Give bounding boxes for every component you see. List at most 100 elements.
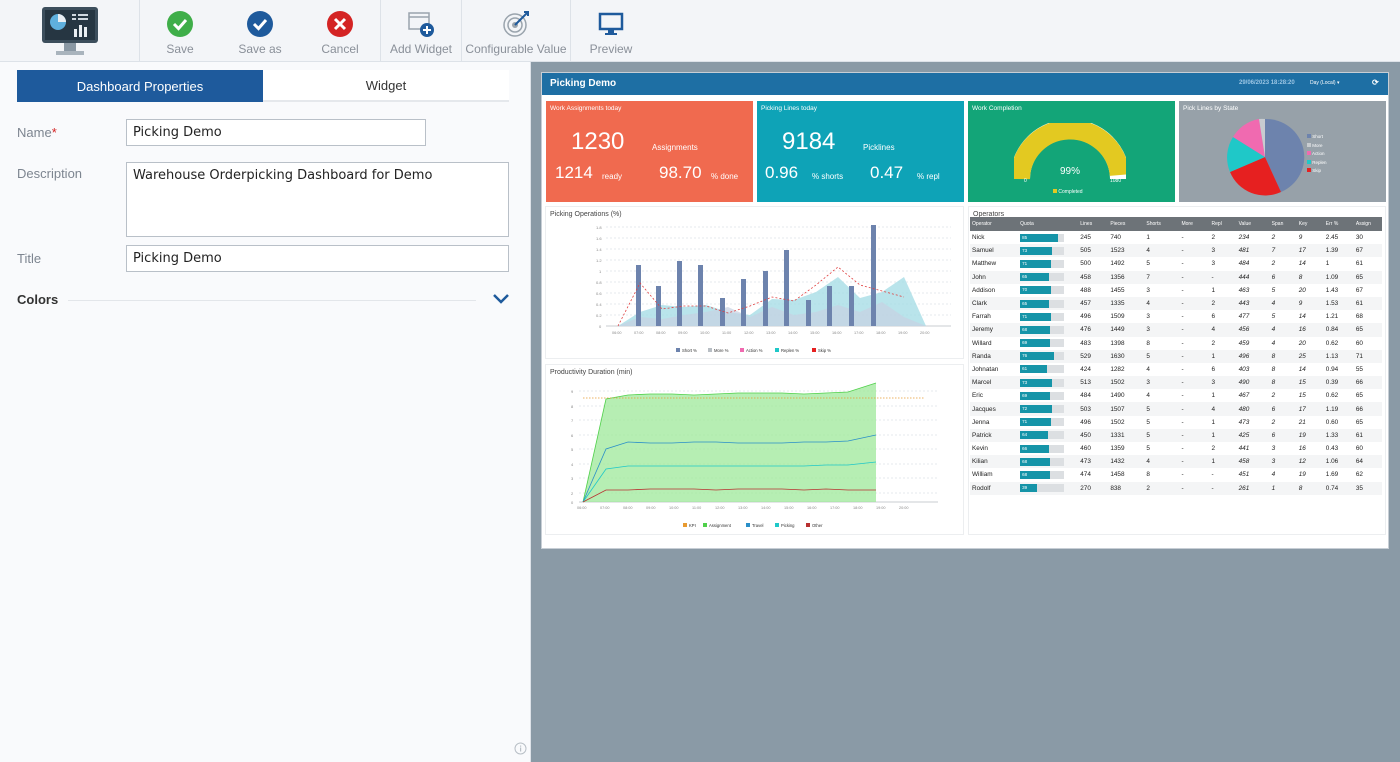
table-cell: 1 xyxy=(1146,234,1150,242)
refresh-icon[interactable]: ⟳ xyxy=(1372,78,1379,87)
table-cell: 4 xyxy=(1271,471,1276,479)
table-cell: 1 xyxy=(1325,260,1330,268)
table-row[interactable]: Patrick 64 450 1331 5-1 425 6 19 1.33 61 xyxy=(970,428,1382,442)
name-label: Name* xyxy=(17,125,57,140)
gauge-min: 0 xyxy=(1024,178,1027,184)
quota-bar: 64 xyxy=(1020,431,1065,440)
tile-work-assignments: Work Assignments today 1230 Assignments … xyxy=(546,101,753,202)
table-row[interactable]: John 65 458 1356 7- -444 6 8 1.09 65 xyxy=(970,270,1382,284)
table-cell: Rodolf xyxy=(970,481,1019,495)
table-cell: 1.39 xyxy=(1323,244,1354,258)
toolbar: Save Save as Cancel Add Widget Configura… xyxy=(0,0,1400,62)
table-row[interactable]: Willard 69 483 1398 8 - 2 459 4 20 0.62 60 xyxy=(970,337,1382,350)
table-row[interactable]: Kevin 66 460 1359 5 - 2 441 3 16 0.43 60 xyxy=(970,442,1382,455)
chevron-down-icon xyxy=(493,294,509,304)
table-cell: 8 xyxy=(1146,339,1150,347)
tile-title: Work Assignments today xyxy=(550,105,622,112)
description-field[interactable]: Warehouse Orderpicking Dashboard for Dem… xyxy=(126,162,509,237)
table-cell: 8 xyxy=(1271,365,1276,373)
table-cell: - xyxy=(1181,471,1184,479)
close-circle-icon xyxy=(327,11,353,37)
title-field[interactable]: Picking Demo xyxy=(126,245,509,272)
table-row[interactable]: Kilian 68 473 1432 4-1 458 3 12 1.06 64 xyxy=(970,455,1382,469)
add-widget-icon xyxy=(408,12,434,37)
table-cell: 60 xyxy=(1355,339,1363,347)
column-header[interactable]: Repl xyxy=(1209,217,1237,231)
svg-text:07:00: 07:00 xyxy=(600,506,610,510)
table-cell: William xyxy=(972,471,993,479)
table-cell: 66 xyxy=(1018,442,1078,455)
column-header[interactable]: Value xyxy=(1236,217,1270,231)
table-row[interactable]: Farrah 71 496 1509 3 - 6 477 5 14 1.21 68 xyxy=(970,310,1382,323)
table-row[interactable]: Randa 76 529 1630 5-1 496 8 25 1.13 71 xyxy=(970,349,1382,363)
save-button[interactable]: Save xyxy=(150,0,210,62)
info-icon[interactable] xyxy=(514,742,527,760)
table-row[interactable]: Clark 65 457 1335 4-2 443 4 9 1.53 61 xyxy=(970,296,1382,311)
svg-text:10:00: 10:00 xyxy=(700,331,710,335)
table-cell: 12 xyxy=(1296,455,1324,469)
table-row[interactable]: Jeremy 68 476 1449 3-4 456 4 16 0.84 65 xyxy=(970,323,1382,337)
table-cell: 1 xyxy=(1211,392,1216,400)
table-cell: 3 xyxy=(1144,376,1180,390)
table-cell: 20 xyxy=(1298,286,1306,294)
column-header[interactable]: Quota xyxy=(1018,217,1079,231)
svg-text:08:00: 08:00 xyxy=(656,331,666,335)
table-row[interactable]: William 68 474 1458 8 - - 451 4 19 1.69 62 xyxy=(970,468,1382,481)
table-cell: - xyxy=(1181,445,1184,453)
table-row[interactable]: Samuel 73 505 1523 4-3 481 7 17 1.39 67 xyxy=(970,244,1382,258)
configurable-value-button[interactable]: Configurable Value xyxy=(462,0,570,62)
tab-widget[interactable]: Widget xyxy=(263,70,509,102)
table-row[interactable]: Matthew 71 500 1492 5 - 3 484 2 14 1 61 xyxy=(970,257,1382,270)
quota-bar: 71 xyxy=(1020,312,1065,321)
table-cell: 70 xyxy=(1018,284,1078,297)
column-header[interactable]: Shorts xyxy=(1144,217,1180,231)
table-cell: Eric xyxy=(972,392,984,400)
table-cell: 451 xyxy=(1238,471,1250,479)
column-header[interactable]: Span xyxy=(1269,217,1297,231)
table-row[interactable]: Rodolf 39 270 838 2- -261 1 8 0.74 35 xyxy=(970,481,1382,495)
table-cell: 488 xyxy=(1080,286,1091,294)
table-row[interactable]: Jenna 71 496 1502 5 - 1 473 2 21 0.60 65 xyxy=(970,416,1382,429)
column-header[interactable]: Assign xyxy=(1353,217,1382,231)
cancel-button[interactable]: Cancel xyxy=(310,0,370,62)
table-row[interactable]: Addison 70 488 1455 3 - 1 463 5 20 1.43 67 xyxy=(970,284,1382,297)
table-cell: 0.62 xyxy=(1325,392,1339,400)
table-cell: 68 xyxy=(1355,313,1363,321)
column-header[interactable]: Lines xyxy=(1078,217,1109,231)
column-header[interactable]: Err % xyxy=(1323,217,1354,231)
table-cell: 5 xyxy=(1144,349,1180,363)
table-cell: 0.94 xyxy=(1325,365,1339,373)
column-header[interactable]: More xyxy=(1179,217,1210,231)
table-row[interactable]: Jacques 72 503 1507 5-4 480 6 17 1.19 66 xyxy=(970,402,1382,416)
svg-text:13:00: 13:00 xyxy=(738,506,748,510)
column-header[interactable]: Key xyxy=(1296,217,1324,231)
column-header[interactable]: Operator xyxy=(970,217,1019,231)
preview-label: Preview xyxy=(589,42,633,56)
table-cell: 3 xyxy=(1211,260,1216,268)
table-cell: 35 xyxy=(1353,481,1382,495)
table-row[interactable]: Nick 85 245 740 1 - 2 234 2 9 2.45 30 xyxy=(970,231,1382,244)
column-header[interactable]: Pieces xyxy=(1108,217,1145,231)
tile-title: Picking Lines today xyxy=(761,105,818,112)
table-cell: 5 xyxy=(1146,445,1150,453)
state-pie-chart xyxy=(1227,118,1305,196)
table-cell: 459 xyxy=(1238,339,1250,347)
tile-title: Work Completion xyxy=(972,105,1022,112)
add-widget-button[interactable]: Add Widget xyxy=(381,0,461,62)
save-as-button[interactable]: Save as xyxy=(230,0,290,62)
table-row[interactable]: Eric 69 484 1490 4 - 1 467 2 15 0.62 65 xyxy=(970,389,1382,402)
table-cell: 5 xyxy=(1146,260,1150,268)
panel-title: Operators xyxy=(973,211,1005,218)
svg-text:20:00: 20:00 xyxy=(920,331,930,335)
svg-text:18:00: 18:00 xyxy=(853,506,863,510)
name-field[interactable]: Picking Demo xyxy=(126,119,426,146)
colors-expand[interactable] xyxy=(492,292,510,310)
preview-button[interactable]: Preview xyxy=(581,0,641,62)
svg-text:KPI: KPI xyxy=(689,523,696,528)
day-select[interactable]: Day (Local) ▾ xyxy=(1310,80,1340,86)
tab-dashboard-properties[interactable]: Dashboard Properties xyxy=(17,70,263,102)
table-row[interactable]: Johnatan 61 424 1282 4 - 6 403 8 14 0.94 55 xyxy=(970,363,1382,376)
table-cell: 261 xyxy=(1236,481,1270,495)
table-row[interactable]: Marcel 73 513 1502 3-3 490 8 15 0.39 66 xyxy=(970,376,1382,390)
svg-text:0.4: 0.4 xyxy=(596,302,602,307)
